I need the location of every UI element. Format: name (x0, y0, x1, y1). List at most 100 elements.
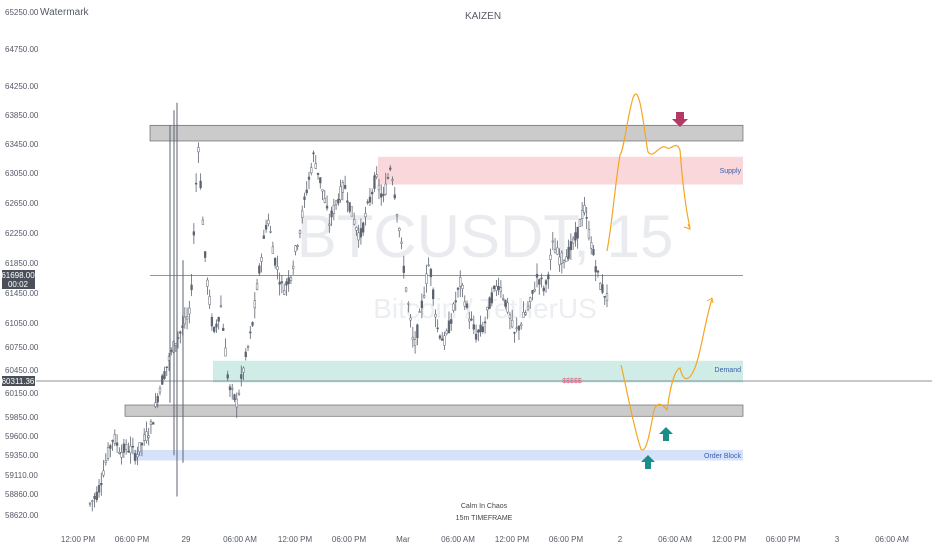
price-tick: 61450.00 (5, 289, 39, 298)
candle (515, 317, 518, 333)
candle (111, 439, 114, 451)
candle (380, 184, 383, 206)
candle (556, 240, 559, 256)
candle (213, 326, 216, 334)
candle (574, 221, 577, 247)
price-tick: 59110.00 (5, 471, 38, 480)
candle (260, 253, 263, 273)
candle (280, 275, 284, 294)
price-tick: 60150.00 (5, 389, 39, 398)
candle (594, 259, 597, 282)
candle (190, 273, 193, 297)
candle (474, 324, 478, 343)
candle (285, 278, 288, 296)
candle (571, 236, 575, 250)
candle (583, 196, 586, 216)
candle (386, 173, 390, 180)
price-axis[interactable]: 65250.00 64750.00 64250.00 63850.00 63450.00… (5, 8, 39, 520)
candle (179, 330, 182, 344)
price-tick: 63450.00 (5, 140, 39, 149)
candle (389, 165, 392, 172)
candle (91, 499, 94, 512)
candle (321, 189, 324, 200)
candle (601, 274, 604, 295)
candle (517, 324, 521, 340)
candle (305, 181, 308, 196)
candle (219, 295, 223, 308)
candle (452, 302, 455, 313)
projection-upper-arrowhead (683, 223, 691, 230)
candle (158, 385, 162, 396)
candle (348, 202, 351, 214)
candle (535, 263, 539, 288)
candle (398, 227, 401, 238)
candle (434, 309, 437, 328)
candle (581, 202, 584, 227)
candle (603, 295, 606, 305)
candle (278, 272, 281, 296)
candle (185, 307, 189, 330)
liquidity-label: $$$$$ (562, 378, 582, 385)
candle (400, 237, 403, 250)
candle-series (88, 102, 609, 512)
candle (352, 212, 356, 226)
candle (468, 311, 471, 330)
candle (490, 287, 494, 307)
candle (161, 373, 164, 385)
time-tick: 3 (835, 535, 840, 544)
candle (253, 292, 256, 319)
supply-zone (378, 156, 743, 185)
candle (237, 389, 241, 396)
candle (459, 270, 462, 298)
candle (531, 290, 534, 301)
time-axis[interactable]: 12:00 PM 06:00 PM 29 06:00 AM 12:00 PM 06:00 … (61, 535, 909, 544)
candle (271, 241, 275, 254)
demand-label: Demand (715, 367, 742, 374)
candle (549, 248, 552, 271)
candle (152, 421, 155, 425)
candle (307, 171, 311, 190)
candle (197, 142, 200, 164)
time-tick: 06:00 PM (549, 535, 584, 544)
candle (357, 224, 360, 248)
candle (242, 366, 245, 381)
price-tick: 61850.00 (5, 259, 39, 268)
candle (122, 438, 126, 458)
candle (470, 311, 473, 322)
candle (538, 278, 541, 295)
candle (547, 271, 550, 289)
time-tick: 12:00 PM (712, 535, 747, 544)
candle (249, 325, 252, 339)
time-tick: 12:00 PM (495, 535, 530, 544)
candle (569, 233, 573, 260)
candle (267, 213, 270, 227)
candle (488, 296, 491, 309)
candle (350, 206, 354, 217)
candle (136, 446, 139, 466)
candle (316, 172, 320, 180)
candle (492, 285, 496, 293)
candle (346, 192, 349, 213)
candle (391, 176, 394, 186)
candle (454, 291, 457, 311)
candle (131, 437, 135, 455)
candle (224, 338, 227, 357)
candle (558, 248, 561, 272)
order-block-label: Order Block (704, 453, 741, 460)
candle (590, 236, 593, 255)
candle (587, 220, 591, 241)
candle (422, 286, 426, 299)
candle (217, 316, 220, 330)
candle (472, 315, 475, 334)
price-line-layer (36, 274, 932, 382)
candle (226, 370, 229, 381)
candle (106, 442, 110, 461)
candle (402, 255, 405, 279)
candle (432, 287, 435, 306)
candle (429, 267, 433, 287)
candle (565, 249, 568, 262)
marked-price-value: 60311.36 (2, 377, 35, 386)
candle (371, 188, 374, 205)
candle (427, 257, 430, 267)
